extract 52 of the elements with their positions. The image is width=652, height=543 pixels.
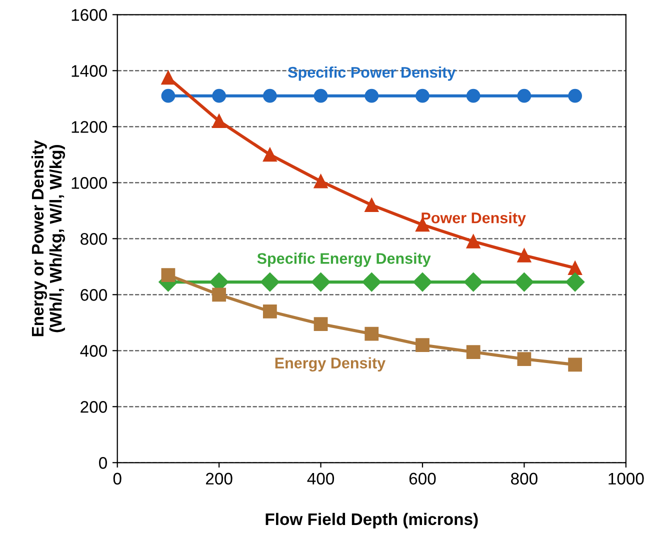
point: [364, 88, 379, 103]
y-tick-label: 200: [80, 401, 107, 413]
point: [568, 261, 582, 275]
y-tick-label: 1000: [72, 177, 107, 189]
point: [212, 114, 226, 128]
x-tick-label: 200: [206, 472, 232, 485]
point: [364, 198, 379, 212]
point: [161, 70, 176, 85]
point: [568, 358, 582, 372]
point: [466, 345, 480, 359]
point: [364, 326, 379, 341]
x-tick-label: 0: [113, 472, 122, 485]
y-tick-label: 0: [99, 457, 107, 469]
x-tick-label: 800: [511, 472, 538, 485]
point: [412, 272, 432, 292]
y-tick-label: 1400: [72, 65, 107, 77]
y-tick-label: 1200: [72, 121, 107, 133]
point: [161, 88, 176, 103]
point: [464, 272, 483, 292]
x-tick-label: 1000: [608, 472, 644, 485]
point: [262, 88, 277, 103]
point: [262, 148, 277, 162]
point: [466, 88, 480, 103]
point: [262, 304, 277, 318]
point: [517, 88, 532, 103]
point: [517, 248, 532, 262]
point: [314, 174, 328, 188]
x-axis-title: Flow Field Depth (microns): [266, 512, 478, 528]
point: [311, 272, 330, 292]
point: [568, 88, 582, 103]
point: [161, 268, 176, 282]
point: [314, 317, 328, 331]
x-tick-label: 400: [307, 472, 334, 485]
y-tick-label: 1600: [72, 9, 107, 21]
series-label: Energy Density: [275, 357, 386, 372]
y-tick-label: 600: [80, 289, 107, 301]
series-label: Specific Energy Density: [257, 252, 431, 267]
point: [566, 272, 585, 292]
y-axis-title: Energy or Power Density (Wh/l, Wh/kg, W/l, W/kg): [31, 140, 66, 336]
point: [362, 272, 382, 292]
point: [260, 272, 280, 292]
y-tick-label: 400: [80, 345, 107, 357]
point: [514, 272, 534, 292]
x-tick-label: 600: [409, 472, 436, 485]
point: [517, 352, 532, 366]
y-tick-label: 800: [80, 233, 107, 245]
point: [212, 88, 226, 103]
point: [466, 234, 480, 248]
point: [416, 338, 430, 352]
point: [314, 88, 328, 103]
point: [212, 288, 226, 302]
point: [416, 88, 430, 103]
